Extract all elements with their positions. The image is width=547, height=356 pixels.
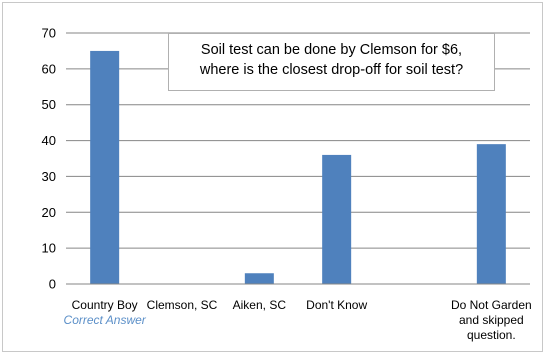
bar bbox=[476, 144, 506, 284]
y-tick-label: 20 bbox=[42, 205, 56, 220]
bar bbox=[322, 154, 352, 284]
bars bbox=[90, 50, 506, 284]
y-tick-label: 0 bbox=[49, 277, 56, 292]
x-category-label: Don't Know bbox=[306, 298, 367, 312]
question-callout: Soil test can be done by Clemson for $6,… bbox=[168, 33, 495, 91]
x-category-label: Clemson, SC bbox=[147, 298, 218, 312]
callout-line-2: where is the closest drop-off for soil t… bbox=[199, 62, 464, 78]
x-category-label: and skipped bbox=[459, 313, 524, 327]
x-category-label: Country Boy bbox=[72, 298, 138, 312]
x-axis-labels: Country Boy Clemson, SC Aiken, SC Don't Kno… bbox=[64, 298, 532, 342]
x-category-label: Aiken, SC bbox=[233, 298, 287, 312]
y-axis-ticks: 0 10 20 30 40 50 60 70 bbox=[42, 26, 56, 292]
y-tick-label: 40 bbox=[42, 133, 56, 148]
x-category-label: Do Not Garden bbox=[451, 298, 532, 312]
y-tick-label: 50 bbox=[42, 97, 56, 112]
y-tick-label: 10 bbox=[42, 241, 56, 256]
bar bbox=[244, 273, 274, 284]
bar bbox=[90, 50, 120, 284]
y-tick-label: 60 bbox=[42, 61, 56, 76]
x-category-label: question. bbox=[467, 328, 516, 342]
correct-answer-note: Correct Answer bbox=[64, 313, 147, 327]
y-tick-label: 70 bbox=[42, 26, 56, 41]
callout-line-1: Soil test can be done by Clemson for $6, bbox=[200, 42, 463, 58]
y-tick-label: 30 bbox=[42, 169, 56, 184]
